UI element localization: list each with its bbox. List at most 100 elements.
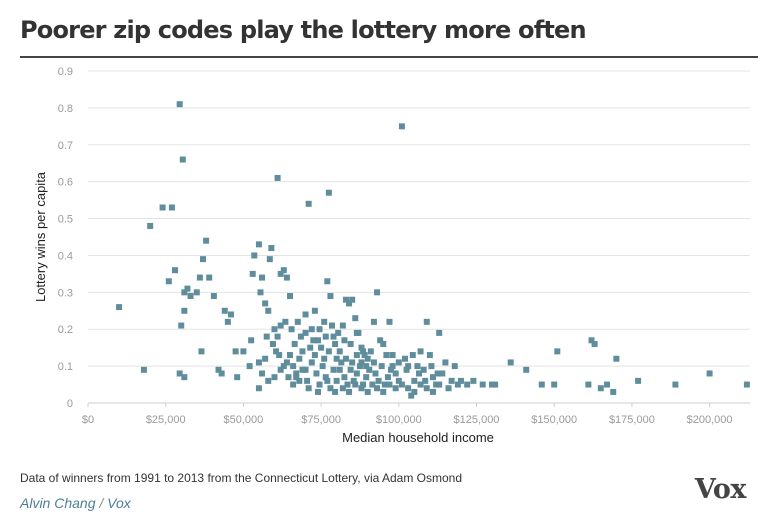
data-point <box>165 278 172 285</box>
data-point <box>380 340 387 347</box>
gridlines <box>87 70 750 407</box>
data-point <box>372 370 379 377</box>
y-tick-label: 0.8 <box>58 103 73 115</box>
chart-title: Poorer zip codes play the lottery more o… <box>20 16 587 44</box>
data-point <box>347 366 354 373</box>
data-point <box>265 377 272 384</box>
data-point <box>433 381 440 388</box>
data-point <box>291 340 298 347</box>
data-point <box>277 366 284 373</box>
data-point <box>635 377 642 384</box>
data-point <box>358 359 365 366</box>
x-tick-label: $25,000 <box>146 414 186 426</box>
data-point <box>271 326 278 333</box>
data-point <box>262 300 269 307</box>
data-point <box>273 348 280 355</box>
data-point <box>591 340 598 347</box>
data-point <box>366 366 373 373</box>
data-point <box>339 322 346 329</box>
data-point <box>386 318 393 325</box>
data-point <box>457 377 464 384</box>
data-point <box>436 329 443 336</box>
data-points <box>116 101 750 399</box>
data-point <box>409 352 416 359</box>
data-point <box>429 388 436 395</box>
y-tick-label: 0.5 <box>58 214 73 226</box>
data-point <box>342 296 349 303</box>
data-point <box>395 359 402 366</box>
data-point <box>426 352 433 359</box>
data-point <box>380 388 387 395</box>
data-point <box>327 385 334 392</box>
data-point <box>333 377 340 384</box>
data-point <box>263 333 270 340</box>
data-point <box>288 326 295 333</box>
data-point <box>325 189 332 196</box>
data-point <box>308 359 315 366</box>
data-point <box>445 385 452 392</box>
data-point <box>313 370 320 377</box>
data-point <box>316 326 323 333</box>
data-point <box>392 370 399 377</box>
y-tick-label: 0.1 <box>58 361 73 373</box>
data-point <box>402 355 409 362</box>
data-point <box>299 348 306 355</box>
data-point <box>429 374 436 381</box>
data-point <box>349 359 356 366</box>
data-point <box>210 293 217 300</box>
data-point <box>266 256 273 263</box>
data-point <box>179 156 186 163</box>
data-point <box>604 381 611 388</box>
data-point <box>240 348 247 355</box>
data-point <box>417 381 424 388</box>
data-point <box>360 348 367 355</box>
data-point <box>215 366 222 373</box>
data-point <box>324 278 331 285</box>
data-point <box>398 123 405 130</box>
data-point <box>422 377 429 384</box>
data-point <box>280 267 287 274</box>
data-point <box>296 377 303 384</box>
title-rule <box>20 56 758 58</box>
data-point <box>353 329 360 336</box>
data-point <box>585 381 592 388</box>
data-point <box>304 377 311 384</box>
data-point <box>325 348 332 355</box>
data-point <box>346 300 353 307</box>
data-point <box>538 381 545 388</box>
data-point <box>341 337 348 344</box>
x-tick-label: $150,000 <box>531 414 577 426</box>
data-point <box>287 352 294 359</box>
data-point <box>314 337 321 344</box>
data-point <box>392 385 399 392</box>
byline-separator: / <box>99 495 104 511</box>
data-point <box>287 293 294 300</box>
data-point <box>172 267 179 274</box>
data-point <box>257 289 264 296</box>
data-point <box>310 337 317 344</box>
data-point <box>492 381 499 388</box>
data-point <box>274 333 281 340</box>
data-point <box>321 318 328 325</box>
data-point <box>218 370 225 377</box>
data-point <box>356 363 363 370</box>
data-point <box>311 307 318 314</box>
data-point <box>361 352 368 359</box>
data-point <box>198 348 205 355</box>
data-point <box>221 307 228 314</box>
data-point <box>282 318 289 325</box>
x-tick-label: $0 <box>82 414 94 426</box>
data-point <box>140 366 147 373</box>
y-tick-label: 0.3 <box>58 287 73 299</box>
data-point <box>408 392 415 399</box>
data-point <box>347 340 354 347</box>
data-point <box>268 245 275 252</box>
data-point <box>327 293 334 300</box>
data-point <box>395 377 402 384</box>
data-point <box>199 256 206 263</box>
x-tick-label: $125,000 <box>454 414 500 426</box>
data-point <box>159 204 166 211</box>
data-point <box>384 374 391 381</box>
data-point <box>388 366 395 373</box>
